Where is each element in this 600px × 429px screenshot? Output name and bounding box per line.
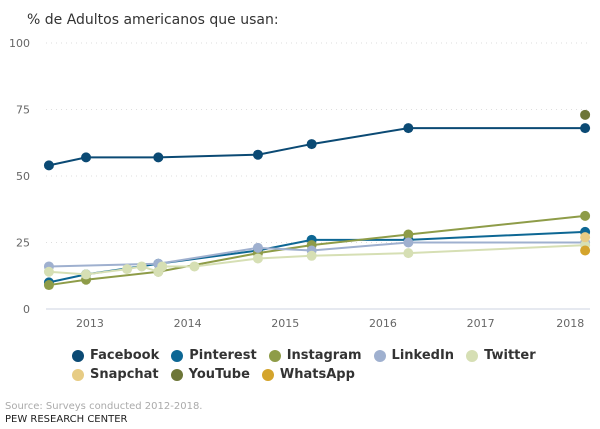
twitter-point	[122, 264, 133, 275]
instagram-point	[43, 280, 54, 291]
facebook-point	[403, 123, 414, 134]
legend-item-youtube[interactable]: YouTube	[170, 367, 250, 382]
instagram-point	[403, 229, 414, 240]
twitter-point	[306, 250, 317, 261]
legend: Facebook Pinterest Instagram LinkedIn Twitte…	[72, 348, 572, 386]
x-tick-label: 2013	[76, 317, 104, 330]
x-tick-label: 2018	[556, 317, 584, 330]
org-name: PEW RESEARCH CENTER	[5, 414, 128, 425]
legend-item-snapchat[interactable]: Snapchat	[72, 367, 159, 382]
legend-item-whatsapp[interactable]: WhatsApp	[261, 367, 355, 382]
legend-label: Instagram	[286, 348, 362, 363]
y-tick-label: 100	[9, 37, 30, 50]
line-chart: 0 25 50 75 100 2013 2014 2015 2016 2017 2018	[9, 37, 591, 330]
facebook-point	[580, 123, 591, 134]
x-tick-label: 2017	[467, 317, 495, 330]
legend-marker-icon	[373, 349, 386, 362]
linkedin-point	[403, 237, 414, 248]
x-tick-label: 2016	[369, 317, 397, 330]
chart-title: % de Adultos americanos que usan:	[27, 12, 279, 28]
legend-label: Twitter	[484, 348, 536, 363]
linkedin-line	[48, 241, 586, 268]
legend-marker-icon	[72, 368, 84, 381]
legend-item-pinterest[interactable]: Pinterest	[171, 348, 257, 363]
youtube-point	[580, 109, 591, 120]
x-tick-label: 2015	[271, 317, 299, 330]
twitter-point	[157, 261, 168, 272]
instagram-point	[580, 210, 591, 221]
facebook-point	[81, 152, 92, 163]
y-tick-label: 50	[16, 170, 30, 183]
legend-item-instagram[interactable]: Instagram	[268, 348, 362, 363]
y-tick-label: 75	[16, 104, 30, 117]
legend-label: WhatsApp	[279, 367, 355, 382]
legend-label: Snapchat	[90, 367, 159, 382]
twitter-point	[189, 261, 200, 272]
source-note: Source: Surveys conducted 2012-2018.	[5, 401, 203, 412]
facebook-line	[48, 127, 586, 167]
legend-marker-icon	[466, 349, 479, 362]
legend-item-facebook[interactable]: Facebook	[72, 348, 159, 363]
legend-marker-icon	[268, 349, 281, 362]
legend-marker-icon	[72, 349, 84, 362]
x-tick-label: 2014	[174, 317, 202, 330]
legend-marker-icon	[171, 349, 184, 362]
linkedin-point	[252, 242, 263, 253]
legend-label: Pinterest	[189, 348, 257, 363]
facebook-point	[252, 149, 263, 160]
y-tick-label: 0	[23, 303, 30, 316]
facebook-point	[153, 152, 164, 163]
legend-label: Facebook	[90, 348, 160, 363]
legend-item-twitter[interactable]: Twitter	[466, 348, 536, 363]
legend-marker-icon	[261, 368, 274, 381]
twitter-point	[136, 261, 147, 272]
snapchat-point	[580, 232, 591, 243]
twitter-point	[252, 253, 263, 264]
facebook-point	[43, 160, 54, 171]
twitter-point	[403, 248, 414, 259]
twitter-point	[43, 266, 54, 277]
legend-label: LinkedIn	[391, 348, 455, 363]
facebook-point	[306, 139, 317, 150]
whatsapp-point	[580, 245, 591, 256]
legend-label: YouTube	[188, 367, 250, 382]
twitter-point	[81, 269, 92, 280]
legend-item-linkedin[interactable]: LinkedIn	[373, 348, 455, 363]
legend-marker-icon	[170, 368, 183, 381]
y-tick-label: 25	[16, 237, 30, 250]
